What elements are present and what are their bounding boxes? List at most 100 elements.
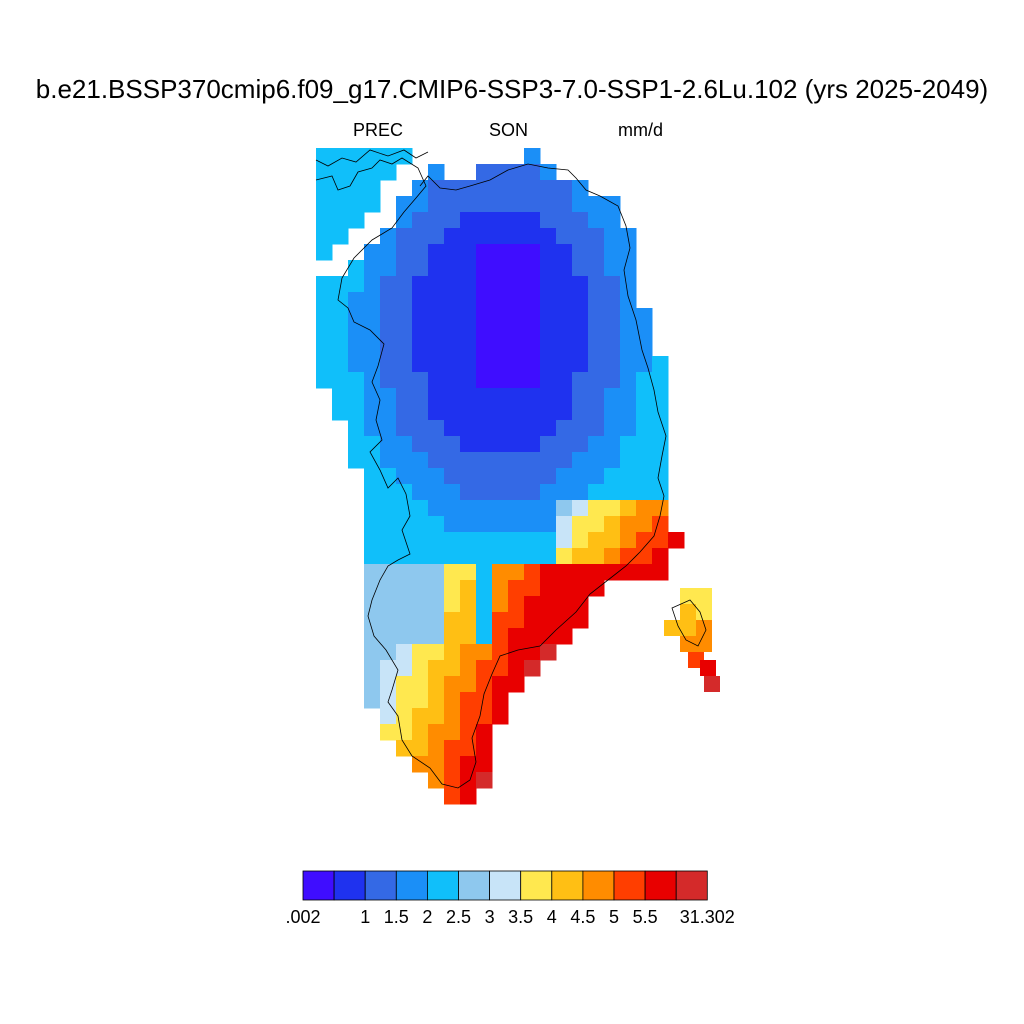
- precip-cell: [508, 212, 525, 229]
- precip-cell: [380, 484, 397, 501]
- precip-cell: [508, 180, 525, 197]
- precip-cell: [556, 372, 573, 389]
- precip-cell: [460, 260, 477, 277]
- precip-cell: [348, 356, 365, 373]
- precip-cell: [476, 404, 493, 421]
- precip-cell: [540, 484, 557, 501]
- precip-cell: [476, 724, 493, 741]
- precip-cell: [444, 244, 461, 261]
- precip-cell: [508, 532, 525, 549]
- precip-cell: [508, 196, 525, 213]
- precip-cell: [380, 436, 397, 453]
- colorbar-label: 31.302: [680, 907, 735, 927]
- colorbar-box: [582, 870, 615, 901]
- precip-cell: [396, 276, 413, 293]
- precip-cell: [636, 436, 653, 453]
- precip-cell: [508, 548, 525, 565]
- precip-cell: [444, 788, 461, 805]
- precip-cell: [572, 340, 589, 357]
- precip-cell: [556, 548, 573, 565]
- precip-cell: [572, 324, 589, 341]
- precip-cell: [540, 260, 557, 277]
- precip-cell: [412, 660, 429, 677]
- precip-cell: [556, 244, 573, 261]
- precip-cell: [444, 628, 461, 645]
- precip-cell: [636, 564, 653, 581]
- precip-cell: [316, 308, 333, 325]
- precip-cell: [572, 468, 589, 485]
- precip-cell: [444, 372, 461, 389]
- precip-cell: [588, 340, 605, 357]
- precip-cell: [696, 636, 712, 652]
- precip-cell: [680, 636, 696, 652]
- precip-cell: [428, 180, 445, 197]
- precip-cell: [524, 484, 541, 501]
- precip-cell: [588, 196, 605, 213]
- precip-cell: [556, 484, 573, 501]
- precip-cell: [412, 484, 429, 501]
- precip-cell: [364, 468, 381, 485]
- precip-cell: [540, 420, 557, 437]
- colorbar-label: .002: [285, 907, 320, 927]
- precip-cell: [364, 692, 381, 709]
- precip-cell: [364, 356, 381, 373]
- precip-cell: [540, 244, 557, 261]
- precip-cell: [652, 436, 669, 453]
- precip-cell: [636, 532, 653, 549]
- precip-cell: [524, 180, 541, 197]
- precip-cell: [524, 628, 541, 645]
- precip-cell: [696, 620, 712, 636]
- precip-cell: [316, 276, 333, 293]
- precip-cell: [508, 612, 525, 629]
- precip-cell: [476, 212, 493, 229]
- precip-cell: [348, 196, 365, 213]
- precip-cell: [380, 708, 397, 725]
- colorbar-box: [644, 870, 677, 901]
- precip-cell: [604, 212, 621, 229]
- precip-cell: [524, 196, 541, 213]
- precip-cell: [588, 500, 605, 517]
- precip-cell: [412, 596, 429, 613]
- precip-cell: [492, 692, 509, 709]
- precip-cell: [556, 564, 573, 581]
- precip-cell: [620, 308, 637, 325]
- precip-cell: [460, 228, 477, 245]
- precip-cell: [428, 516, 445, 533]
- precip-cell: [588, 212, 605, 229]
- precip-cell: [556, 452, 573, 469]
- precip-cell: [460, 548, 477, 565]
- precip-cell: [396, 436, 413, 453]
- precip-cell: [540, 644, 557, 661]
- precip-cell: [364, 516, 381, 533]
- precip-cell: [380, 420, 397, 437]
- precip-cell: [364, 436, 381, 453]
- precip-cell: [428, 308, 445, 325]
- precip-cell: [396, 404, 413, 421]
- precip-cell: [428, 740, 445, 757]
- precip-cell: [412, 404, 429, 421]
- precip-cell: [380, 724, 397, 741]
- precip-cell: [636, 340, 653, 357]
- precip-cell: [604, 452, 621, 469]
- precip-cell: [492, 244, 509, 261]
- precip-cell: [460, 196, 477, 213]
- precip-cell: [476, 228, 493, 245]
- precip-cell: [380, 468, 397, 485]
- precip-cell: [556, 260, 573, 277]
- precip-cell: [572, 228, 589, 245]
- precip-cell: [492, 356, 509, 373]
- precip-cell: [444, 548, 461, 565]
- precip-cell: [364, 628, 381, 645]
- precip-cell: [412, 180, 429, 197]
- precip-cell: [476, 324, 493, 341]
- precip-cell: [604, 420, 621, 437]
- precip-cell: [492, 644, 509, 661]
- precip-cell: [476, 340, 493, 357]
- precip-cell: [444, 756, 461, 773]
- precip-cell: [428, 260, 445, 277]
- precip-cell: [428, 612, 445, 629]
- precip-cell: [460, 532, 477, 549]
- precip-cell: [460, 740, 477, 757]
- precip-cell: [572, 372, 589, 389]
- precip-cell: [604, 548, 621, 565]
